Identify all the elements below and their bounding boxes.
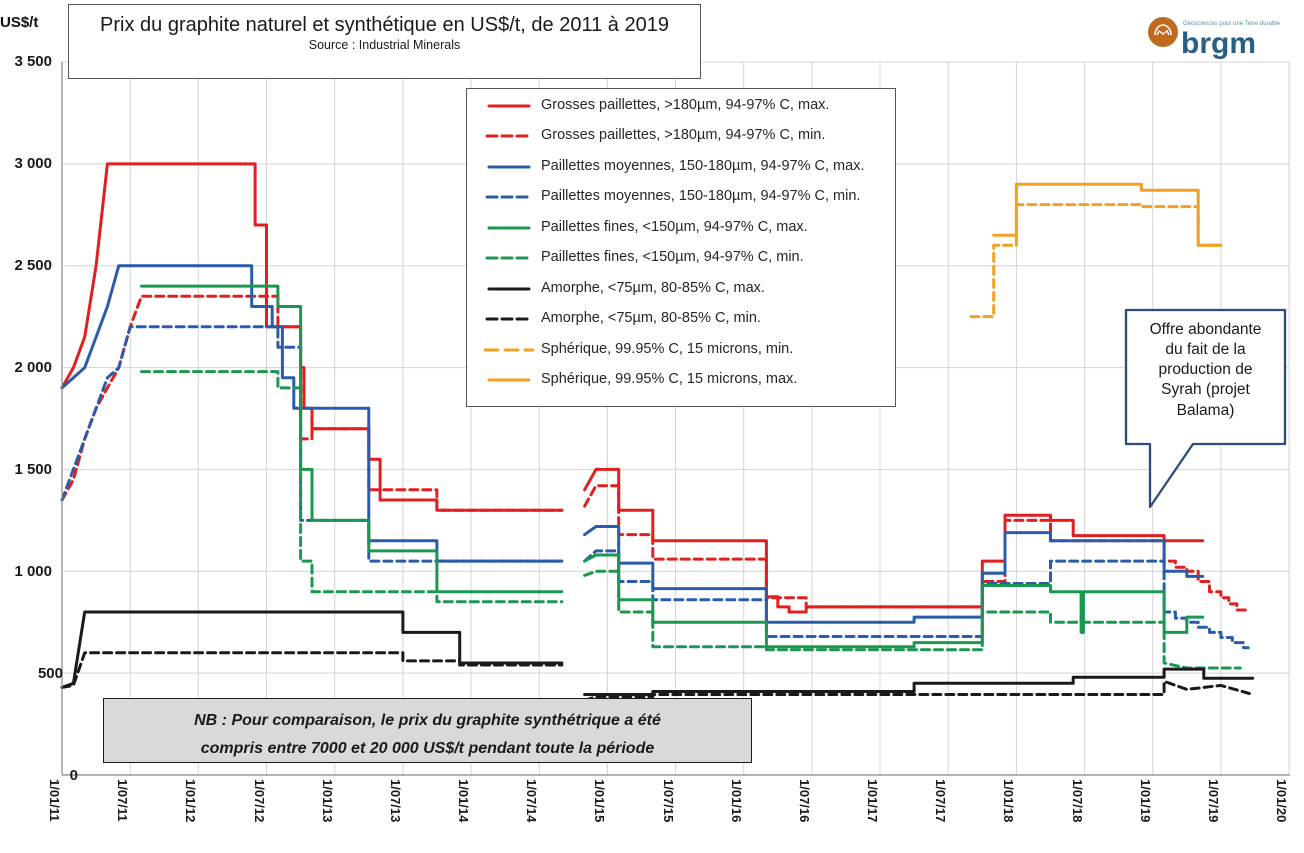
svg-text:brgm: brgm	[1181, 27, 1256, 60]
